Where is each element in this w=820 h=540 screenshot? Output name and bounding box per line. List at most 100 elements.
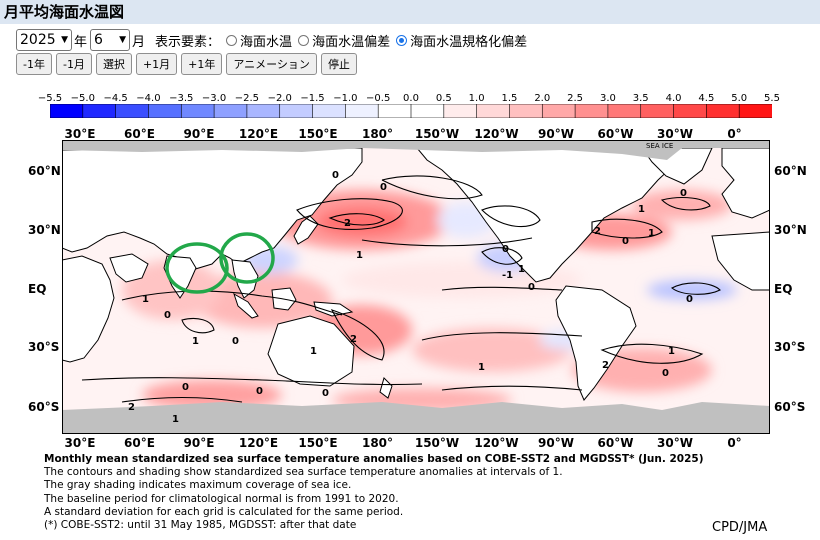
contour-label: 0 xyxy=(256,386,263,397)
year-select[interactable]: 2025 ▼ xyxy=(16,29,72,51)
month-select[interactable]: 6 ▼ xyxy=(90,29,131,51)
colorbar-swatch xyxy=(213,104,248,118)
contour-label: 0 xyxy=(232,336,239,347)
sumatra xyxy=(233,292,259,319)
colorbar-tick-label: 1.5 xyxy=(501,93,518,104)
colorbar-swatch xyxy=(476,104,511,118)
colorbar-tick-label: 1.0 xyxy=(468,93,485,104)
latitude-label: 60°N xyxy=(774,164,807,178)
colorbar-tick-label: 0.0 xyxy=(403,93,419,104)
colorbar-tick-label: 2.0 xyxy=(534,93,551,104)
contour-label: 0 xyxy=(680,188,687,199)
chevron-down-icon: ▼ xyxy=(61,35,68,45)
colorbar-swatch xyxy=(673,104,708,118)
animation-button[interactable]: アニメーション xyxy=(226,53,317,75)
contour-label: 2 xyxy=(350,334,357,345)
colorbar xyxy=(50,104,772,118)
colorbar-swatch xyxy=(541,104,576,118)
month-value: 6 xyxy=(94,32,103,48)
land-masses xyxy=(62,147,770,401)
west-africa xyxy=(711,231,770,291)
longitude-label: 120°E xyxy=(238,127,279,141)
colorbar-swatch xyxy=(509,104,544,118)
sea-ice xyxy=(62,140,770,434)
plus-1-year-button[interactable]: +1年 xyxy=(181,53,223,75)
colorbar-tick-label: −4.0 xyxy=(136,93,161,104)
eurasia xyxy=(62,147,363,271)
longitude-label: 90°E xyxy=(183,127,215,141)
longitude-label: 120°E xyxy=(238,436,279,450)
display-element-label: 表示要素： xyxy=(155,34,221,50)
map-frame xyxy=(62,140,770,434)
longitude-label: 30°E xyxy=(64,127,96,141)
radio-circle-icon xyxy=(226,34,238,46)
contour-label: 0 xyxy=(622,236,629,247)
colorbar-swatch xyxy=(180,104,215,118)
colorbar-tick-label: −1.0 xyxy=(333,93,358,104)
radio-checked-icon xyxy=(396,34,408,46)
minus-1-year-button[interactable]: -1年 xyxy=(16,53,52,75)
month-unit: 月 xyxy=(132,34,146,50)
radio-sst[interactable]: 海面水温 xyxy=(226,31,292,50)
colorbar-swatch xyxy=(738,104,772,118)
contour-label: 1 xyxy=(638,204,645,215)
latitude-label: 60°S xyxy=(28,400,60,414)
minus-1-month-button[interactable]: -1月 xyxy=(55,53,92,75)
colorbar-tick-label: −4.5 xyxy=(103,93,128,104)
sea-ice-label: SEA ICE xyxy=(646,142,673,150)
colorbar-swatch xyxy=(312,104,347,118)
colorbar-swatch xyxy=(345,104,379,118)
longitude-label: 150°E xyxy=(298,127,338,141)
contour-label: 2 xyxy=(594,226,601,237)
colorbar-swatch xyxy=(377,104,412,118)
contour-labels: 0 0 2 1 0 2 1 0 1 0 1 0 -1 0 1 0 1 0 2 1… xyxy=(128,170,693,425)
latitude-label: EQ xyxy=(774,282,793,296)
colorbar-tick-labels: −5.5 −5.0 −4.5 −4.0 −3.5 −3.0 −2.5 −2.0 −1.5 −1.0… xyxy=(38,93,786,105)
contour-label: 0 xyxy=(380,182,387,193)
radio-circle-icon xyxy=(298,34,310,46)
sst-anomaly-map: SEA ICE 0 0 2 1 0 xyxy=(62,140,770,434)
contour-label: 0 xyxy=(182,382,189,393)
colorbar-tick-label: 5.5 xyxy=(764,93,780,104)
longitude-label: 150°E xyxy=(298,436,338,450)
longitude-label: 30°E xyxy=(64,436,96,450)
anomaly-shading xyxy=(122,190,737,412)
longitude-label: 30°W xyxy=(657,436,693,450)
north-america xyxy=(415,147,683,283)
figure-caption: Monthly mean standardized sea surface te… xyxy=(44,453,784,532)
latitude-label: EQ xyxy=(28,282,47,296)
contour-label: 1 xyxy=(478,362,485,373)
contour-label: 0 xyxy=(502,244,509,255)
contour-label: 0 xyxy=(322,388,329,399)
chevron-down-icon: ▼ xyxy=(119,35,127,45)
longitude-label: 0° xyxy=(727,127,742,141)
colorbar-tick-label: 5.0 xyxy=(731,93,748,104)
select-button[interactable]: 選択 xyxy=(95,53,132,75)
colorbar-swatch xyxy=(115,104,150,118)
colorbar-tick-label: −1.5 xyxy=(300,93,325,104)
contour-label: 2 xyxy=(602,360,609,371)
contour-label: 1 xyxy=(310,346,317,357)
caption-line: (*) COBE-SST2: until 31 May 1985, MGDSST… xyxy=(44,519,357,532)
caption-line: The baseline period for climatological n… xyxy=(44,492,399,505)
contour-label: 1 xyxy=(142,294,149,305)
longitude-label: 60°W xyxy=(597,436,634,450)
radio-label: 海面水温 xyxy=(240,34,293,50)
colorbar-tick-label: −0.5 xyxy=(366,93,391,104)
india xyxy=(163,255,197,299)
colorbar-tick-label: 3.0 xyxy=(599,93,616,104)
colorbar-tick-label: 3.5 xyxy=(632,93,649,104)
japan xyxy=(293,215,319,245)
longitude-labels-top: 30°E 60°E 90°E 120°E 150°E 180° 150°W 120°W 90°W… xyxy=(0,127,820,141)
stop-button[interactable]: 停止 xyxy=(320,53,357,75)
radio-sst-anomaly[interactable]: 海面水温偏差 xyxy=(298,31,390,50)
colorbar-tick-label: −2.0 xyxy=(267,93,292,104)
contour-label: 1 xyxy=(356,250,363,261)
contour-label: 0 xyxy=(686,294,693,305)
longitude-label: 90°E xyxy=(183,436,215,450)
radio-sst-standardized-anomaly[interactable]: 海面水温規格化偏差 xyxy=(396,31,527,50)
colorbar-swatch xyxy=(574,104,609,118)
plus-1-month-button[interactable]: +1月 xyxy=(135,53,178,75)
longitude-label: 60°W xyxy=(597,127,634,141)
latitude-label: 30°S xyxy=(774,340,806,354)
